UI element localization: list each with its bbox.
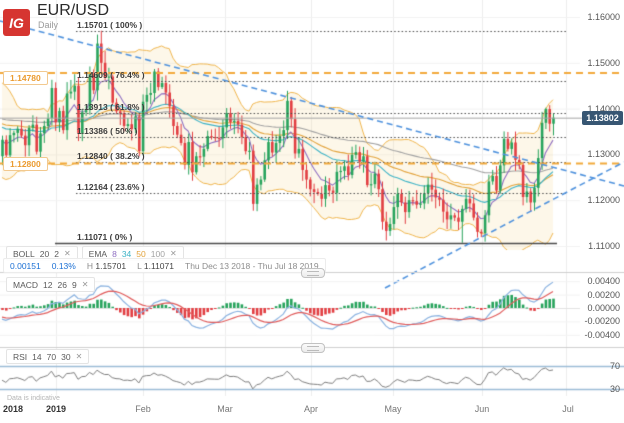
rsi-param: 14 (32, 351, 42, 362)
fib-level-label[interactable]: 1.11071 ( 0% ) (77, 232, 133, 242)
macd-axis-label: 0.00200 (587, 290, 620, 300)
time-axis-label: May (384, 404, 402, 414)
rsi-param: 30 (61, 351, 71, 362)
price-axis-label: 1.11000 (588, 241, 620, 251)
price-axis-label: 1.14000 (587, 104, 620, 114)
macd-param: 9 (71, 279, 77, 290)
boll-name: BOLL (13, 248, 35, 259)
ema-param: 50 (136, 248, 146, 259)
price-axis-label: 1.12000 (587, 195, 620, 205)
rsi-indicator-legend[interactable]: RSI 14 70 30 ✕ (6, 349, 90, 364)
time-axis-label: 2019 (45, 404, 67, 414)
symbol-title: EUR/USD (37, 2, 110, 19)
ema-param: 34 (121, 248, 132, 259)
ema-param: 100 (150, 248, 165, 259)
boll-param: 2 (54, 248, 59, 259)
boll-close-icon[interactable]: ✕ (63, 249, 71, 258)
rsi-axis-label: 70 (609, 361, 620, 371)
time-axis-label: 2018 (2, 404, 24, 414)
macd-param: 12 (43, 279, 53, 290)
time-axis-label: Feb (135, 404, 151, 414)
fib-level-label[interactable]: 1.15701 ( 100% ) (77, 20, 143, 30)
macd-axis-label: 0.00400 (587, 276, 620, 286)
time-axis-label: Jun (474, 404, 490, 414)
alert-level-tag[interactable]: 1.14780 (3, 71, 48, 85)
macd-param: 26 (57, 279, 67, 290)
data-indicative-note: Data is indicative (7, 395, 60, 402)
price-axis-label: 1.15000 (587, 58, 620, 68)
macd-axis-label: -0.00200 (584, 316, 620, 326)
time-axis-label: Mar (217, 404, 233, 414)
current-price-badge: 1.13802 (582, 111, 623, 125)
session-info-bar: 0.00151 0.13% H 1.15701 L 1.11071 Thu De… (3, 258, 326, 273)
alert-level-tag[interactable]: 1.12800 (3, 157, 48, 171)
price-axis-label: 1.13000 (587, 149, 620, 159)
fib-level-label[interactable]: 1.12164 ( 23.6% ) (77, 182, 145, 192)
boll-param: 20 (39, 248, 50, 259)
overlay-indicator-legend: BOLL 20 2 ✕ EMA 8 34 50 100 ✕ (6, 246, 184, 261)
macd-close-icon[interactable]: ✕ (81, 280, 89, 289)
rsi-param: 70 (46, 351, 57, 362)
ema-param: 8 (112, 248, 117, 259)
boll-indicator-legend[interactable]: BOLL 20 2 ✕ (6, 246, 78, 261)
panel-resize-handle[interactable] (301, 343, 325, 353)
date-range: Thu Dec 13 2018 - Thu Jul 18 2019 (185, 260, 319, 271)
rsi-axis-label: 30 (609, 384, 620, 394)
fib-level-label[interactable]: 1.13913 ( 61.8% ) (77, 102, 145, 112)
change-value: 0.00151 (10, 260, 41, 271)
ema-indicator-legend[interactable]: EMA 8 34 50 100 ✕ (81, 246, 184, 261)
change-percent: 0.13% (51, 260, 76, 271)
ema-name: EMA (88, 248, 108, 259)
ig-logo[interactable]: IG (3, 9, 30, 36)
timeframe-label[interactable]: Daily (38, 20, 59, 30)
macd-axis-label: 0.00000 (587, 303, 620, 313)
fib-level-label[interactable]: 1.14609 ( 76.4% ) (77, 70, 145, 80)
fib-level-label[interactable]: 1.12840 ( 38.2% ) (77, 151, 145, 161)
ema-close-icon[interactable]: ✕ (169, 249, 177, 258)
time-axis-label: Apr (303, 404, 318, 414)
macd-name: MACD (13, 279, 39, 290)
low-value: L 1.11071 (137, 260, 174, 271)
macd-axis-label: -0.00400 (584, 330, 620, 340)
panel-resize-handle[interactable] (301, 268, 325, 278)
high-value: H 1.15701 (86, 260, 127, 271)
time-axis-label: Jul (562, 404, 574, 414)
rsi-name: RSI (13, 351, 28, 362)
price-axis-label: 1.16000 (587, 12, 620, 22)
macd-indicator-legend[interactable]: MACD 12 26 9 ✕ (6, 277, 96, 292)
rsi-close-icon[interactable]: ✕ (75, 352, 83, 361)
fib-level-label[interactable]: 1.13386 ( 50% ) (77, 126, 138, 136)
